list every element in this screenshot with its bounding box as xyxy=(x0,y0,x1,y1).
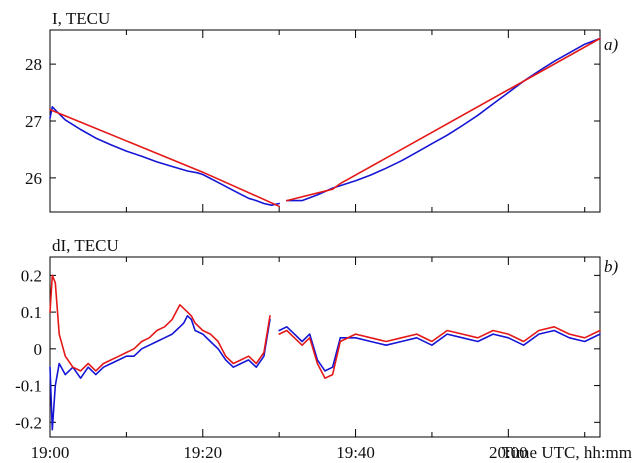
panel-a-series-raw xyxy=(49,106,280,206)
panel-b-series-raw xyxy=(278,326,601,372)
panel-a-series-raw xyxy=(286,37,601,202)
panel-b-series-trend xyxy=(49,274,271,372)
panel-b-ylabel: dI, TECU xyxy=(52,236,119,255)
panel-b-ytick-label: -0.1 xyxy=(15,377,42,396)
panel-a-ylabel: I, TECU xyxy=(52,9,110,28)
panel-a-tec: I, TECU a) 26 27 28 xyxy=(25,9,619,213)
panel-b-label: b) xyxy=(604,257,619,276)
panel-b-xtick-label: 19:20 xyxy=(183,443,222,462)
panel-b-series-raw xyxy=(49,315,271,431)
panel-b-xlabel: Time UTC, hh:mm xyxy=(502,443,632,462)
panel-a-ytick-label: 26 xyxy=(25,169,42,188)
panel-a-series xyxy=(49,37,601,208)
panel-b-xtick-label: 20:00 xyxy=(489,443,528,462)
panel-a-label: a) xyxy=(604,35,619,54)
panel-b-xtick-label: 19:40 xyxy=(336,443,375,462)
panel-b-ytick-label: -0.2 xyxy=(15,413,42,432)
panel-b-ytick-label: 0 xyxy=(34,340,43,359)
panel-a-series-trend xyxy=(286,37,601,202)
panel-a-frame xyxy=(49,29,601,213)
panel-a-ticks: 26 27 28 xyxy=(25,30,600,212)
panel-b-series xyxy=(49,274,601,431)
panel-a-ytick-label: 27 xyxy=(25,112,43,131)
panel-b-xtick-label: 19:00 xyxy=(31,443,70,462)
panel-a-ytick-label: 28 xyxy=(25,55,42,74)
panel-b-frame xyxy=(49,256,601,438)
panel-b-ytick-label: 0.2 xyxy=(21,266,42,285)
panel-b-series-trend xyxy=(278,326,601,379)
panel-a-series-trend xyxy=(49,108,280,208)
panel-b-di: dI, TECU b) Time UTC, hh:mm -0.2 -0.1 0 0.1… xyxy=(15,236,632,462)
panel-b-ytick-label: 0.1 xyxy=(21,303,42,322)
